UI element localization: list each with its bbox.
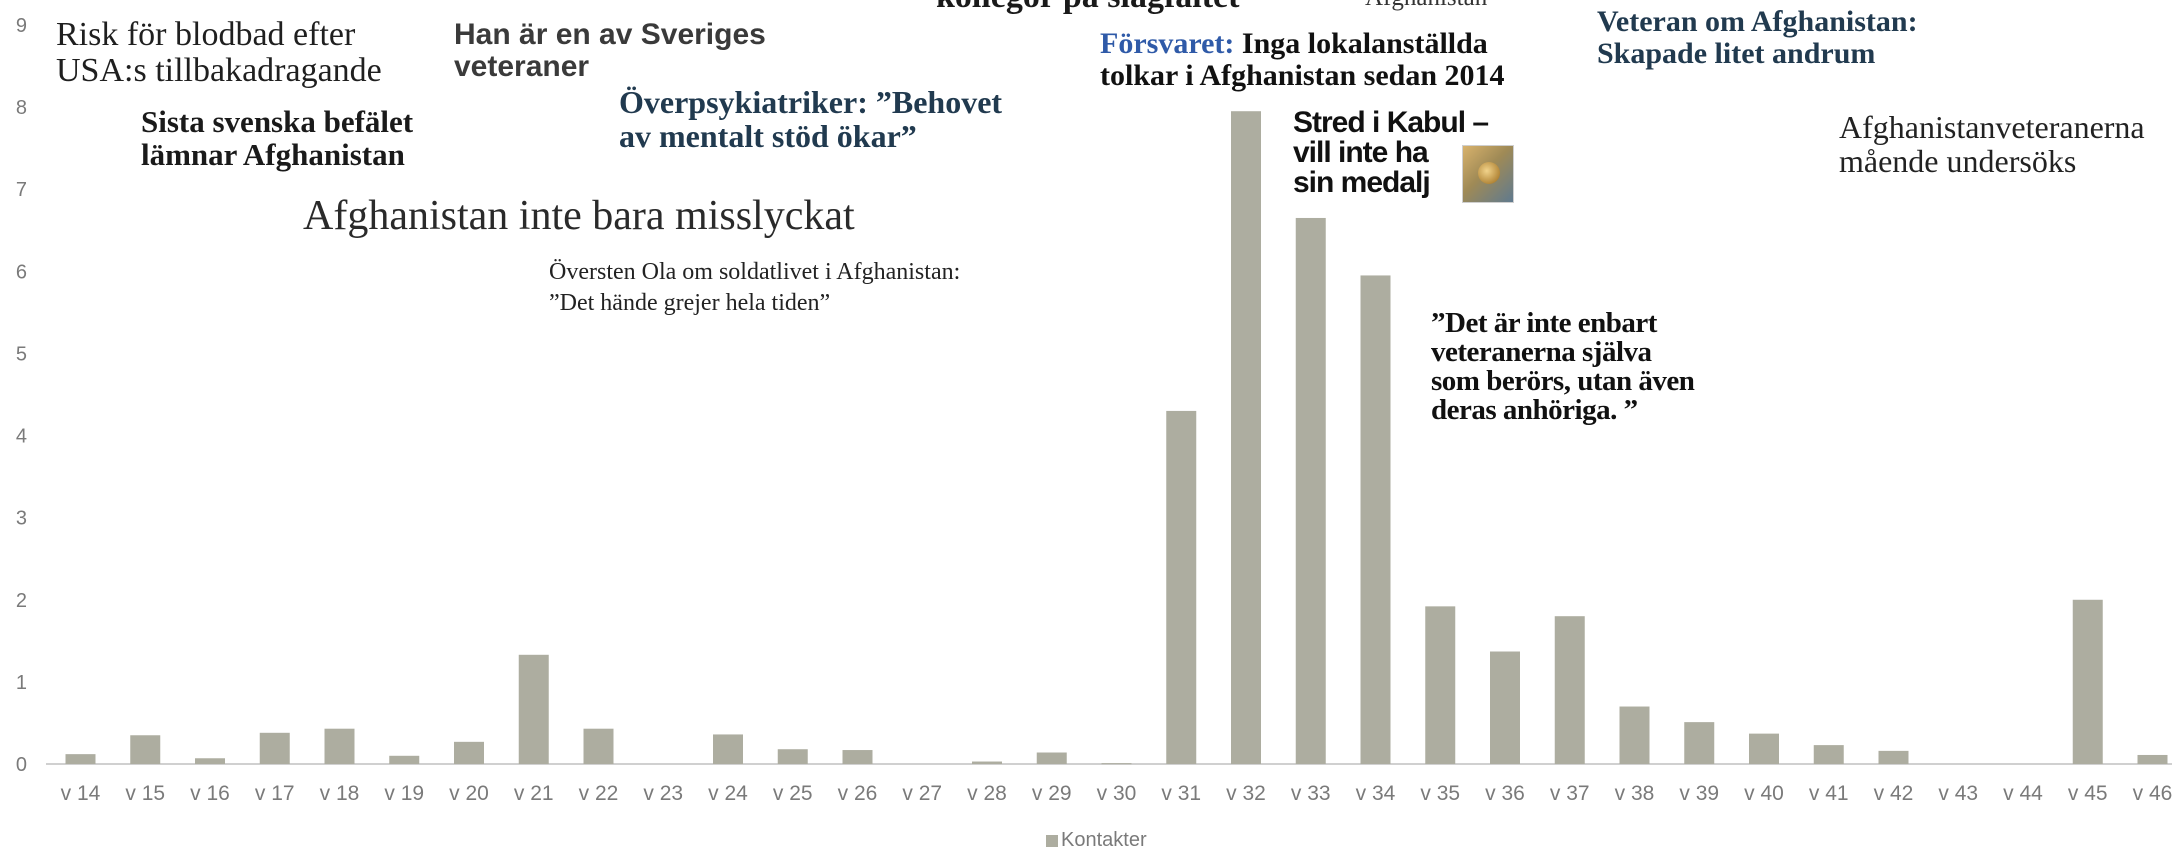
x-tick-label: v 16 <box>190 782 230 805</box>
bar <box>1231 111 1261 764</box>
headline-forsvaret-rest: Inga lokalanställda tolkar i Afghanistan… <box>1100 27 1505 92</box>
y-tick-label: 9 <box>16 15 27 37</box>
bar <box>1036 752 1067 764</box>
x-tick-label: v 18 <box>320 782 360 805</box>
bar <box>259 732 290 764</box>
bar <box>324 728 355 764</box>
x-tick-label: v 39 <box>1679 782 1719 805</box>
x-tick-label: v 26 <box>838 782 878 805</box>
headline-overpsyk: Överpsykiatriker: ”Behovet av mentalt st… <box>619 84 1003 154</box>
bar <box>1813 745 1844 764</box>
y-tick-label: 6 <box>16 261 27 283</box>
x-tick-label: v 20 <box>449 782 489 805</box>
headline-stred: Stred i Kabul – vill inte ha sin medalj <box>1293 106 1489 199</box>
bar <box>1490 651 1520 764</box>
x-tick-label: v 14 <box>61 782 101 805</box>
y-tick-label: 2 <box>16 590 27 612</box>
x-tick-label: v 42 <box>1874 782 1914 805</box>
legend-label: Kontakter <box>1061 829 1147 851</box>
bar <box>777 749 808 764</box>
headline-forsvaret-prefix: Försvaret: <box>1100 27 1235 60</box>
headline-veteranerna-maende: Afghanistanveteranerna mående undersöks <box>1839 109 2145 179</box>
y-axis-ticks: 0 1 2 3 4 5 6 7 8 9 <box>16 15 27 776</box>
bar <box>1619 706 1650 764</box>
bar <box>1425 606 1456 764</box>
x-tick-label: v 37 <box>1550 782 1590 805</box>
x-tick-label: v 25 <box>773 782 813 805</box>
quote-anhoriga: ”Det är inte enbart veteranerna själva s… <box>1431 307 1695 426</box>
bar <box>1554 616 1585 764</box>
medal-image <box>1462 145 1514 203</box>
bar <box>1101 763 1132 765</box>
y-tick-label: 1 <box>16 672 27 694</box>
headline-sista: Sista svenska befälet lämnar Afghanistan <box>141 104 414 172</box>
headline-veteran-andrum: Veteran om Afghanistan: Skapade litet an… <box>1597 5 1918 70</box>
bar <box>195 758 225 764</box>
x-tick-label: v 40 <box>1744 782 1784 805</box>
bar <box>583 728 614 764</box>
y-tick-label: 8 <box>16 97 27 119</box>
x-tick-label: v 31 <box>1161 782 1201 805</box>
bar <box>972 761 1002 764</box>
x-tick-label: v 33 <box>1291 782 1331 805</box>
bar <box>1295 217 1326 764</box>
y-tick-label: 5 <box>16 343 27 365</box>
headline-veteraner: Han är en av Sveriges veteraner <box>454 18 766 83</box>
headline-risk: Risk för blodbad efter USA:s tillbakadra… <box>56 16 382 89</box>
bar <box>65 754 96 764</box>
x-tick-label: v 30 <box>1097 782 1137 805</box>
bar <box>518 654 549 764</box>
x-tick-label: v 17 <box>255 782 295 805</box>
bar <box>2137 754 2168 764</box>
x-tick-label: v 22 <box>579 782 619 805</box>
x-tick-label: v 44 <box>2003 782 2043 805</box>
x-tick-label: v 24 <box>708 782 748 805</box>
legend-swatch <box>1046 834 1058 847</box>
x-tick-label: v 29 <box>1032 782 1072 805</box>
x-tick-label: v 34 <box>1356 782 1396 805</box>
headline-oversten: Översten Ola om soldatlivet i Afghanista… <box>549 259 961 317</box>
bar <box>1878 750 1909 764</box>
y-tick-label: 7 <box>16 179 27 201</box>
x-tick-label: v 45 <box>2068 782 2108 805</box>
bar <box>1166 410 1197 764</box>
bar <box>1684 722 1715 764</box>
headline-kollegor: kollegor på slagfältet <box>936 0 1239 15</box>
headline-afghanistan-top: Afghanistan <box>1365 0 1487 11</box>
bar <box>2072 599 2103 764</box>
x-tick-label: v 19 <box>384 782 424 805</box>
bar <box>1749 733 1779 764</box>
headline-misslyckat: Afghanistan inte bara misslyckat <box>303 193 855 239</box>
x-tick-label: v 23 <box>643 782 683 805</box>
y-tick-label: 4 <box>16 426 27 448</box>
x-tick-label: v 15 <box>125 782 165 805</box>
bar <box>713 734 743 764</box>
headline-forsvaret: Försvaret: Inga lokalanställda tolkar i … <box>1100 28 1505 91</box>
x-tick-label: v 41 <box>1809 782 1849 805</box>
y-tick-label: 0 <box>16 754 27 776</box>
x-tick-label: v 35 <box>1420 782 1460 805</box>
x-tick-label: v 38 <box>1615 782 1655 805</box>
x-tick-label: v 32 <box>1226 782 1266 805</box>
y-tick-label: 3 <box>16 508 27 530</box>
bar <box>130 735 161 764</box>
bar <box>1360 275 1391 764</box>
x-tick-label: v 27 <box>902 782 942 805</box>
bar <box>389 755 420 764</box>
medal-disc <box>1478 162 1500 184</box>
legend: Kontakter <box>1046 829 1147 852</box>
x-tick-label: v 21 <box>514 782 554 805</box>
bar <box>454 741 484 764</box>
x-tick-label: v 43 <box>1938 782 1978 805</box>
x-tick-label: v 28 <box>967 782 1007 805</box>
x-tick-label: v 46 <box>2133 782 2172 805</box>
x-axis-ticks: v 14 v 15 v 16 v 17 v 18 v 19 v 20 v 21 v 22 v 23… <box>61 782 2172 805</box>
bars <box>65 111 2168 765</box>
bar <box>842 750 873 764</box>
x-tick-label: v 36 <box>1485 782 1525 805</box>
